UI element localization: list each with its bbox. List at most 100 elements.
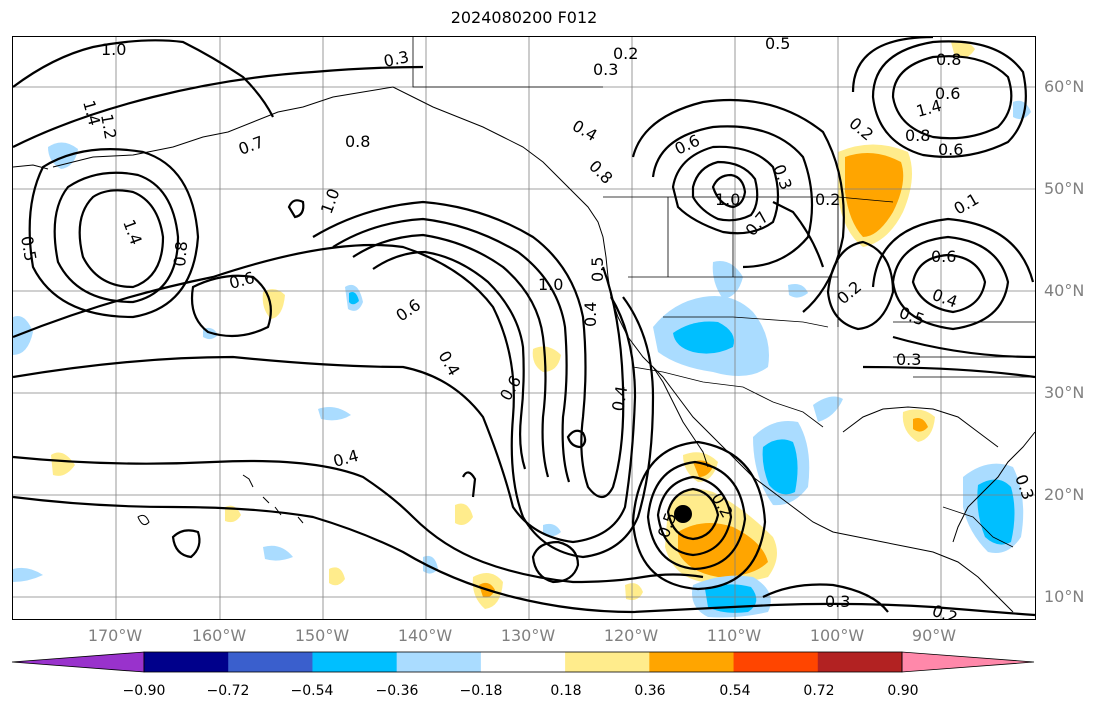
contour-label: 0.5 — [17, 234, 40, 262]
colorbar-tick: −0.54 — [290, 683, 334, 699]
colorbar-segment — [228, 652, 313, 672]
shade-negative-strong — [349, 292, 359, 305]
shade-positive-strong — [845, 153, 904, 237]
contour-label: 0.3 — [382, 47, 411, 71]
shade-negative — [712, 261, 743, 299]
shading-layer — [13, 40, 1031, 618]
shade-positive — [51, 452, 75, 476]
colorbar-segment — [312, 652, 398, 672]
colorbar-tick: −0.90 — [122, 683, 166, 699]
contour-label: 0.8 — [170, 240, 191, 267]
colorbar-tick: −0.36 — [375, 683, 419, 699]
contour-label: 0.1 — [951, 189, 983, 218]
contour-label: 1.0 — [538, 275, 563, 294]
colorbar-tick: −0.72 — [206, 683, 250, 699]
contour-label: 0.6 — [938, 140, 963, 159]
contour-label: 1.2 — [97, 112, 120, 140]
shade-negative — [1013, 100, 1031, 120]
colorbar-segment — [396, 652, 482, 672]
colorbar-tick: 0.54 — [719, 683, 751, 699]
contour-label: 0.7 — [236, 132, 266, 159]
contour-label: 0.4 — [569, 116, 601, 145]
contour-label: 0.6 — [935, 84, 960, 103]
colorbar-segment — [649, 652, 735, 672]
lat-label-50n: 50°N — [1044, 179, 1085, 198]
lat-label-10n: 10°N — [1044, 587, 1085, 606]
contour-label: 0.6 — [931, 247, 956, 266]
contour-label-layer: 1.0 1.2 1.4 0.3 0.2 0.3 0.5 0.4 0.6 0.7 … — [17, 37, 1035, 619]
lon-label-90w: 90°W — [911, 626, 957, 645]
colorbar-segments — [11, 651, 1035, 673]
contour-label: 1.4 — [79, 98, 104, 128]
contour-label: 0.4 — [608, 384, 631, 412]
shade-positive — [951, 40, 975, 58]
borders — [412, 37, 1035, 548]
contour-label: 0.3 — [896, 350, 921, 369]
coastlines — [13, 86, 1035, 613]
contour-label: 0.6 — [496, 372, 525, 404]
shade-positive — [532, 346, 561, 372]
shade-positive-strong — [913, 418, 928, 432]
contour-label: 0.8 — [905, 126, 930, 145]
contour-label: 0.2 — [845, 114, 877, 145]
colorbar-extend-max — [901, 651, 1035, 673]
lon-label-110w: 110°W — [706, 626, 762, 645]
shade-negative — [13, 316, 33, 355]
colorbar-segment — [144, 652, 229, 672]
contour-label: 0.8 — [585, 156, 616, 187]
lat-label-60n: 60°N — [1044, 77, 1085, 96]
lat-label-20n: 20°N — [1044, 485, 1085, 504]
contour-label: 0.2 — [930, 601, 960, 619]
colorbar-tick: −0.18 — [459, 683, 503, 699]
contour-label: 0.6 — [392, 295, 424, 325]
lon-label-150w: 150°W — [294, 626, 350, 645]
lat-label-40n: 40°N — [1044, 281, 1085, 300]
lon-label-160w: 160°W — [191, 626, 247, 645]
colorbar-segment — [733, 652, 819, 672]
contour-label: 0.3 — [825, 592, 850, 611]
lon-label-170w: 170°W — [87, 626, 143, 645]
colorbar — [11, 651, 1035, 673]
contour-label: 1.0 — [715, 190, 740, 209]
contour-label: 0.4 — [435, 348, 464, 380]
colorbar-tick: 0.72 — [803, 683, 835, 699]
colorbar-extend-min — [11, 651, 145, 673]
contour-label: 0.5 — [765, 37, 790, 53]
shade-negative-strong — [977, 479, 1015, 545]
lon-label-100w: 100°W — [809, 626, 865, 645]
contour-label: 0.7 — [742, 208, 773, 240]
contour-label: 0.5 — [897, 303, 927, 330]
contour-label: 0.8 — [345, 132, 370, 151]
shade-negative-strong — [762, 439, 798, 495]
contour-layer — [13, 37, 1035, 617]
shade-positive — [329, 567, 345, 586]
contour-label: 0.5 — [588, 257, 607, 282]
contour-label: 0.4 — [331, 446, 361, 471]
shade-negative — [318, 407, 351, 421]
contour-label: 0.3 — [1011, 472, 1035, 502]
map-title: 2024080200 F012 — [450, 8, 598, 27]
lon-label-130w: 130°W — [500, 626, 556, 645]
shade-negative — [48, 142, 78, 169]
colorbar-segment — [817, 652, 903, 672]
shade-negative — [543, 523, 561, 537]
storm-center-marker — [674, 505, 692, 523]
contour-label: 1.0 — [101, 40, 126, 59]
contour-label: 0.2 — [815, 190, 840, 209]
colorbar-tick: 0.18 — [550, 683, 582, 699]
colorbar-segment — [565, 652, 650, 672]
map-panel: 1.0 1.2 1.4 0.3 0.2 0.3 0.5 0.4 0.6 0.7 … — [12, 36, 1036, 620]
shade-negative-strong — [673, 321, 734, 354]
contour-label: 0.2 — [613, 44, 638, 63]
contour-label: 1.0 — [317, 186, 344, 216]
lon-label-140w: 140°W — [397, 626, 453, 645]
contour-label: 0.3 — [769, 162, 796, 192]
colorbar-tick: 0.36 — [634, 683, 666, 699]
contour-label: 1.4 — [119, 217, 146, 247]
colorbar-tick: 0.90 — [887, 683, 919, 699]
colorbar-segment — [480, 652, 566, 672]
contour-label: 0.6 — [672, 131, 703, 159]
contour-label: 0.3 — [593, 60, 618, 79]
shade-positive — [455, 503, 473, 525]
colorbar-outline — [143, 651, 903, 673]
